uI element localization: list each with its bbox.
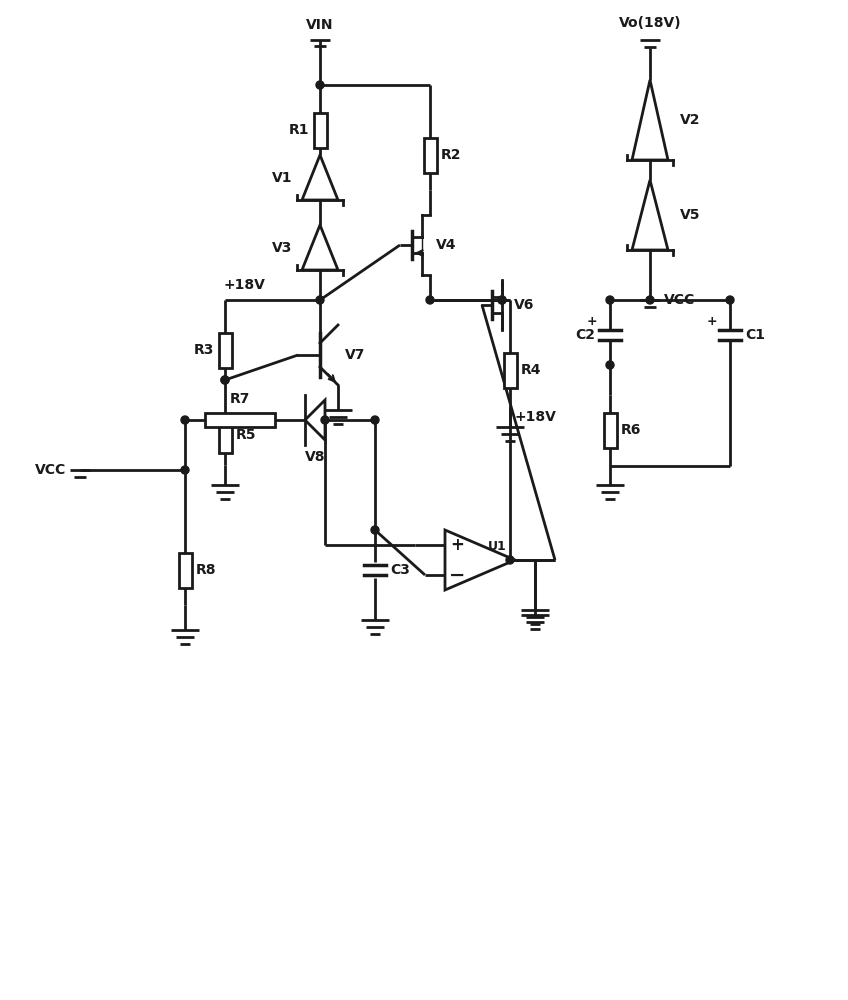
Text: R2: R2	[440, 148, 461, 162]
Text: R6: R6	[621, 423, 641, 437]
Text: +: +	[586, 315, 597, 328]
Text: C1: C1	[745, 328, 765, 342]
Circle shape	[498, 296, 506, 304]
Text: C3: C3	[390, 563, 410, 577]
Polygon shape	[445, 530, 515, 590]
Text: V6: V6	[514, 298, 534, 312]
Text: R7: R7	[230, 392, 250, 406]
Text: +18V: +18V	[515, 410, 557, 424]
Circle shape	[181, 466, 189, 474]
Circle shape	[371, 526, 379, 534]
Text: V7: V7	[345, 348, 365, 362]
Text: V2: V2	[680, 113, 700, 127]
Bar	[205, 413, 275, 427]
Circle shape	[221, 376, 229, 384]
Bar	[178, 552, 192, 587]
Polygon shape	[632, 80, 668, 160]
Bar	[423, 137, 437, 172]
Bar	[504, 353, 516, 387]
Circle shape	[371, 416, 379, 424]
Bar	[219, 418, 232, 452]
Text: VCC: VCC	[35, 463, 66, 477]
Circle shape	[221, 376, 229, 384]
Text: Vo(18V): Vo(18V)	[619, 16, 681, 30]
Circle shape	[321, 416, 329, 424]
Bar	[219, 332, 232, 367]
Polygon shape	[305, 400, 325, 440]
Circle shape	[181, 416, 189, 424]
Text: +: +	[706, 315, 717, 328]
Polygon shape	[302, 155, 338, 200]
Polygon shape	[302, 225, 338, 270]
Circle shape	[316, 296, 324, 304]
Text: U1: U1	[488, 540, 507, 552]
Text: VIN: VIN	[306, 18, 334, 32]
Circle shape	[316, 81, 324, 89]
Circle shape	[726, 296, 734, 304]
Text: VCC: VCC	[664, 293, 695, 307]
Text: −: −	[449, 566, 466, 584]
Bar	[604, 412, 616, 448]
Polygon shape	[632, 180, 668, 250]
Text: R5: R5	[236, 428, 256, 442]
Text: V5: V5	[680, 208, 700, 222]
Text: R1: R1	[289, 123, 310, 137]
Text: +18V: +18V	[223, 278, 265, 292]
Circle shape	[426, 296, 434, 304]
Text: R4: R4	[521, 363, 541, 377]
Text: R8: R8	[196, 563, 216, 577]
Text: +: +	[450, 536, 464, 554]
Circle shape	[646, 296, 654, 304]
Circle shape	[606, 361, 614, 369]
Text: V3: V3	[271, 240, 292, 254]
Text: V4: V4	[436, 238, 456, 252]
Circle shape	[498, 296, 506, 304]
Bar	[314, 112, 326, 147]
Text: V1: V1	[271, 170, 292, 184]
Text: V8: V8	[304, 450, 326, 464]
Circle shape	[606, 296, 614, 304]
Circle shape	[506, 556, 514, 564]
Text: R3: R3	[194, 343, 215, 357]
Text: C2: C2	[575, 328, 595, 342]
